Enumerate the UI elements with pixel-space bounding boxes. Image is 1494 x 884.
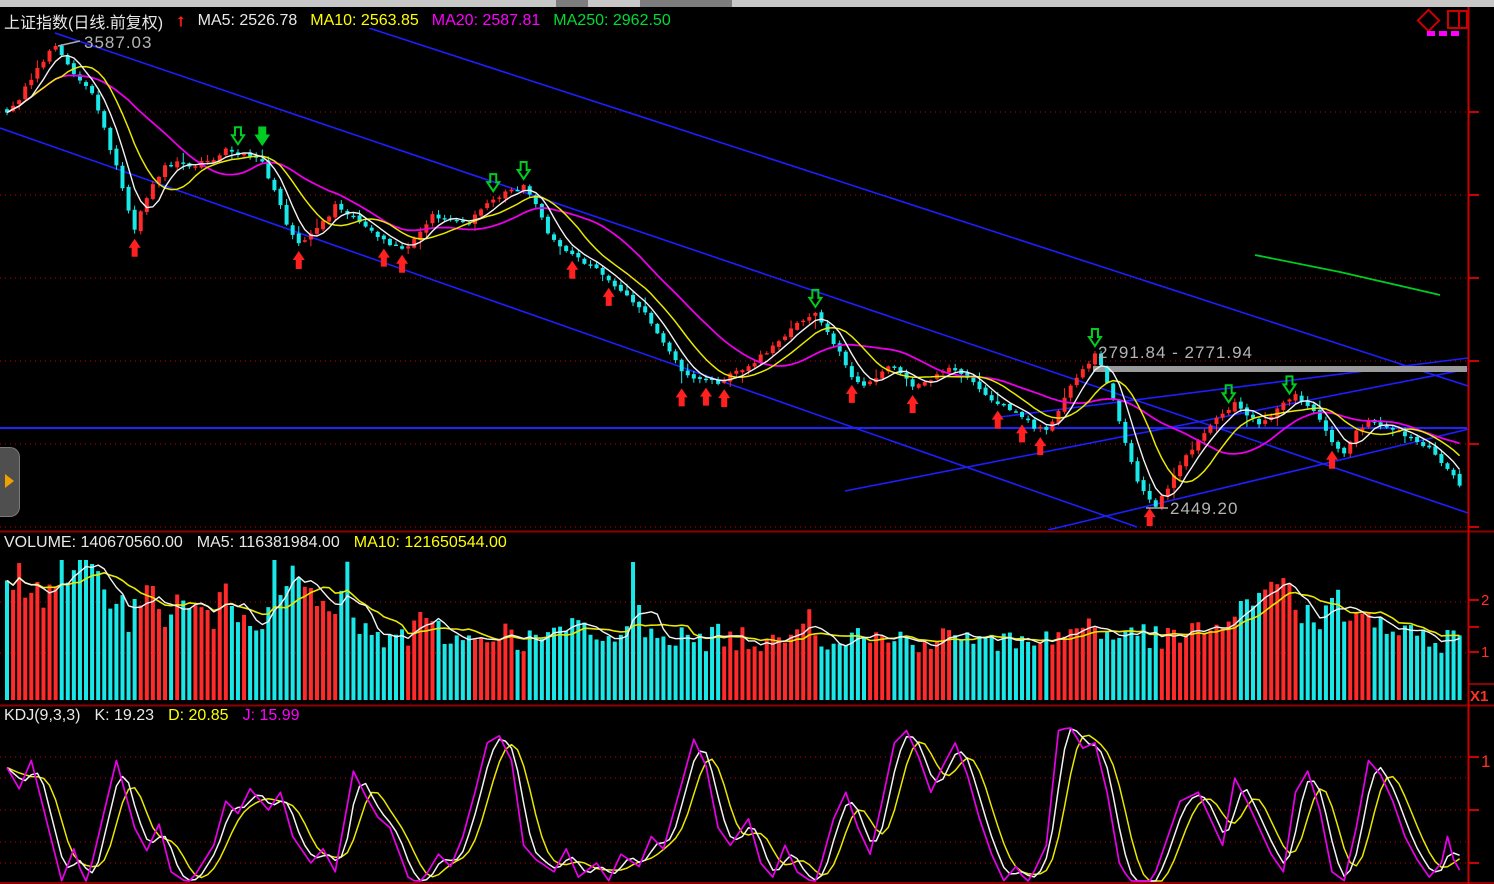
kdj-group	[0, 727, 1467, 882]
kdj-axis-tick-label: 1	[1481, 752, 1491, 771]
expand-arrow-icon	[5, 474, 14, 488]
toolbar-separator	[640, 0, 732, 7]
buy-signal-arrow	[991, 410, 1004, 429]
low-price-label: 2449.20	[1170, 499, 1239, 518]
menu-dash-icon[interactable]	[1451, 31, 1459, 36]
sidebar-expander-handle[interactable]	[0, 447, 20, 517]
volume-value: VOLUME: 140670560.00	[4, 534, 183, 551]
kdj-header: KDJ(9,3,3) K: 19.23 D: 20.85 J: 15.99	[4, 707, 300, 725]
window-layout-icon[interactable]	[1447, 10, 1468, 29]
x1-scale-label[interactable]: X1	[1470, 688, 1489, 705]
buy-signal-arrow	[1034, 437, 1047, 456]
sell-signal-arrow	[485, 173, 502, 193]
volume-axis-tick-label: 1	[1481, 644, 1490, 661]
buy-signal-arrow	[1326, 450, 1339, 469]
main-chart-header: 上证指数(日线.前复权) ↑ MA5: 2526.78 MA10: 2563.8…	[4, 9, 671, 33]
toolbar-strip	[0, 0, 1494, 7]
ma10-value: MA10: 2563.85	[310, 12, 419, 29]
sell-signal-arrow	[230, 126, 246, 147]
buy-signal-arrow	[566, 260, 579, 279]
main-chart-group	[0, 28, 1468, 530]
buy-signal-arrow	[1143, 508, 1156, 527]
gap-range-label: 2791.84 - 2771.94	[1098, 343, 1254, 362]
menu-dash-icon[interactable]	[1439, 31, 1447, 36]
buy-signal-arrow	[699, 387, 712, 406]
menu-dash-icon[interactable]	[1427, 31, 1435, 36]
frame-group	[0, 7, 1494, 884]
sell-signal-arrow	[254, 126, 271, 147]
volume-panel[interactable]	[0, 532, 1468, 705]
ma250-value: MA250: 2962.50	[553, 12, 671, 29]
volume-ma5-value: MA5: 116381984.00	[196, 534, 340, 551]
sell-signal-arrow	[1281, 375, 1298, 396]
buy-signal-arrow	[128, 238, 141, 257]
volume-header: VOLUME: 140670560.00 MA5: 116381984.00 M…	[4, 534, 507, 552]
kdj-d-value: D: 20.85	[168, 707, 229, 724]
sell-signal-arrow	[1220, 384, 1237, 404]
sell-signal-arrow	[1087, 328, 1103, 348]
main-candlestick-panel[interactable]	[0, 28, 1468, 530]
up-arrow-icon: ↑	[176, 11, 185, 30]
buy-signal-arrow	[718, 389, 731, 408]
buy-signal-arrow	[377, 248, 390, 267]
buy-signal-arrow	[906, 394, 919, 413]
volume-axis-tick-label: 2	[1481, 592, 1490, 609]
kdj-k-value: K: 19.23	[94, 707, 155, 724]
ma5-value: MA5: 2526.78	[197, 12, 298, 29]
volume-ma10-value: MA10: 121650544.00	[353, 534, 507, 551]
buy-signal-arrow	[602, 287, 615, 306]
toolbar-separator	[556, 0, 588, 7]
buy-signal-arrow	[675, 388, 688, 407]
kdj-j-value: J: 15.99	[242, 707, 300, 724]
instrument-title[interactable]: 上证指数(日线.前复权)	[4, 15, 164, 32]
buy-signal-arrow	[845, 384, 858, 403]
sell-signal-arrow	[807, 288, 824, 309]
sell-signal-arrow	[515, 160, 532, 181]
kdj-name[interactable]: KDJ(9,3,3)	[4, 707, 81, 724]
buy-signal-arrow	[292, 251, 305, 270]
ma20-value: MA20: 2587.81	[431, 12, 541, 29]
volume-group	[0, 560, 1467, 700]
kdj-panel[interactable]	[0, 706, 1468, 883]
buy-signal-arrow	[396, 254, 409, 273]
buy-signal-arrow	[1016, 424, 1029, 443]
peak-price-label: 3587.03	[84, 33, 153, 52]
